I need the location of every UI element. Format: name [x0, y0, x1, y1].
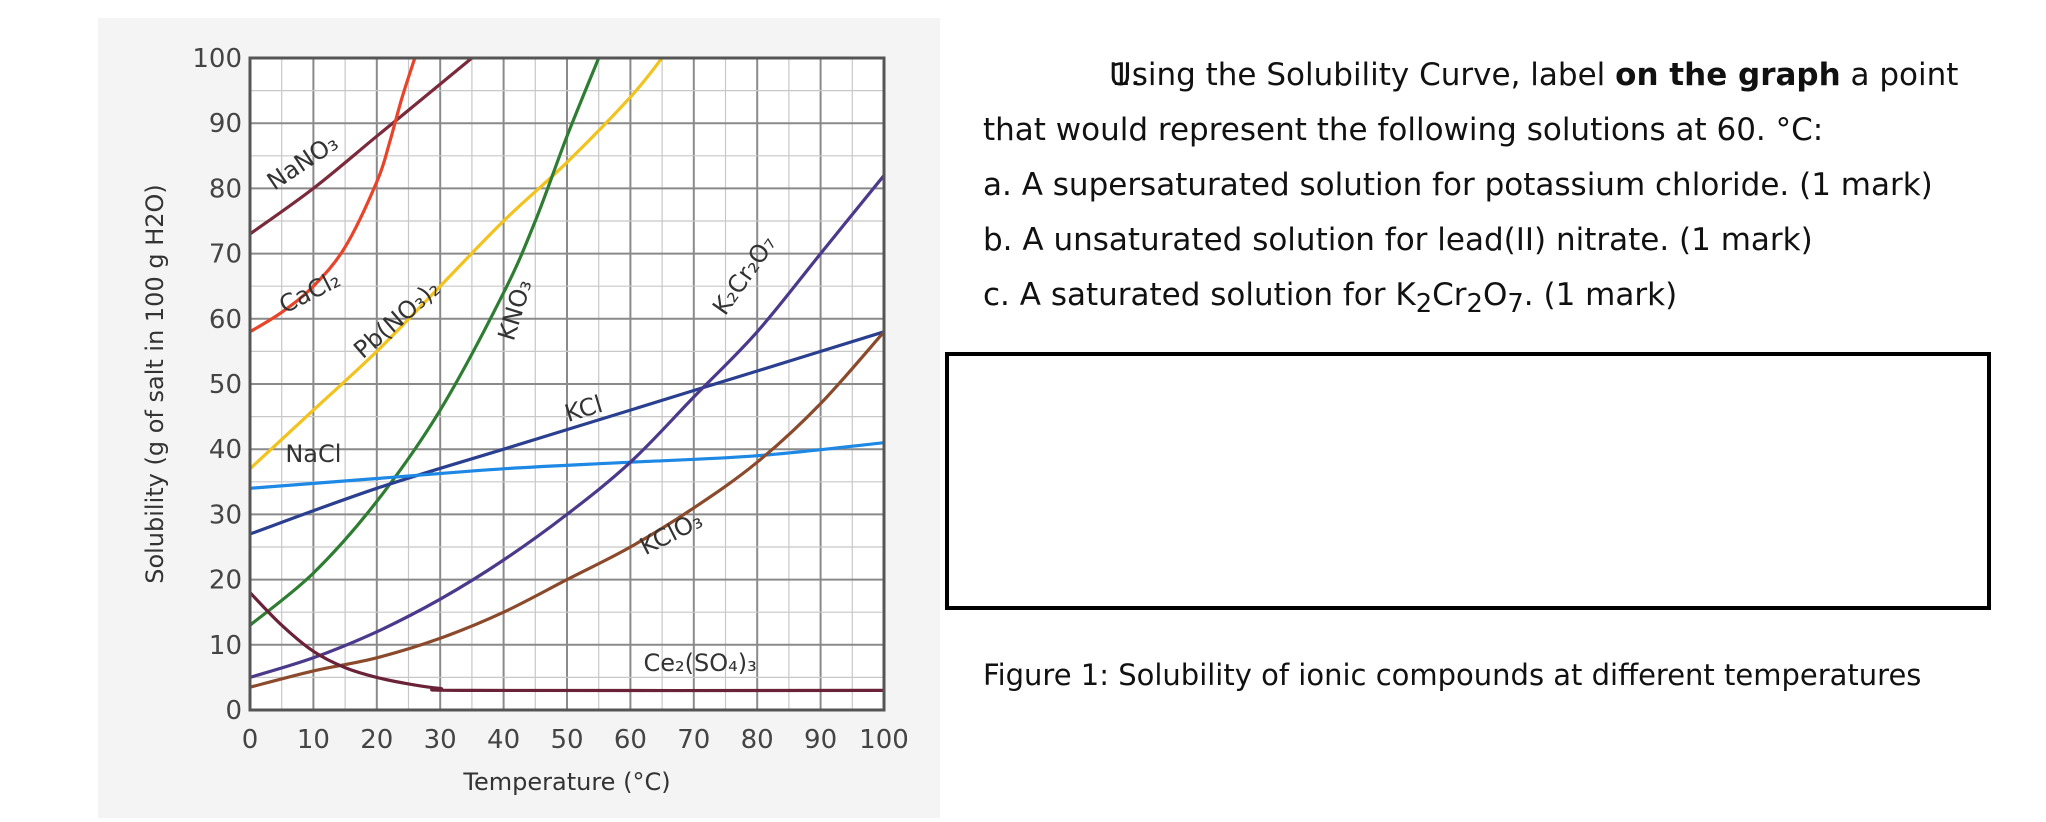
chart-series: [250, 58, 884, 693]
y-tick-label: 50: [209, 370, 242, 400]
series-line-cacl2: [250, 58, 417, 334]
y-axis-title: Solubility (g of salt in 100 g H2O): [141, 184, 169, 584]
y-tick-label: 100: [192, 44, 242, 74]
y-tick-label: 30: [209, 500, 242, 530]
y-tick-label: 40: [209, 435, 242, 465]
question-item-c-end: . (1 mark): [1523, 277, 1678, 313]
y-tick-label: 10: [209, 631, 242, 661]
x-tick-label: 30: [424, 725, 457, 755]
solubility-chart: 0 10 20 30 40 50 60 70 80 90 100 0 10 20 30 40 50 60 70 80 9…: [98, 18, 940, 818]
series-line-k2cr2o7: [250, 173, 884, 679]
x-tick-label: 0: [242, 725, 259, 755]
x-tick-label: 60: [614, 725, 647, 755]
y-tick-label: 70: [209, 240, 242, 270]
series-label: NaCl: [285, 440, 341, 468]
x-tick-label: 70: [677, 725, 710, 755]
question-block: 1.Using the Solubility Curve, label on t…: [983, 48, 2023, 332]
x-tick-label: 50: [550, 725, 583, 755]
figure-caption: Figure 1: Solubility of ionic compounds …: [983, 658, 1922, 692]
x-tick-label: 80: [741, 725, 774, 755]
series-line-kno3: [250, 58, 601, 627]
series-line-kclo3: [250, 330, 884, 689]
x-axis-title: Temperature (°C): [462, 768, 670, 796]
series-label: Ce₂(SO₄)₃: [644, 649, 757, 677]
series-line-nacl: [250, 441, 884, 490]
question-intro: Using the Solubility Curve, label: [1109, 57, 1616, 93]
series-line-pb-no3-2: [250, 58, 664, 471]
y-tick-label: 90: [209, 109, 242, 139]
answer-box[interactable]: [945, 352, 1991, 610]
y-tick-label: 60: [209, 305, 242, 335]
x-tick-label: 100: [859, 725, 909, 755]
question-item-b: b. A unsaturated solution for lead(II) n…: [983, 222, 1813, 258]
series-line-ce2-so4-3: [250, 591, 884, 693]
chart-axes: 0 10 20 30 40 50 60 70 80 90 100 0 10 20 30 40 50 60 70 80 9…: [192, 44, 908, 755]
question-item-c-start: c. A saturated solution for K: [983, 277, 1416, 313]
question-intro-bold: on the graph: [1615, 57, 1841, 93]
question-intro-end: a point: [1840, 57, 1959, 93]
question-item-a: a. A supersaturated solution for potassi…: [983, 167, 1933, 203]
y-tick-label: 80: [209, 174, 242, 204]
x-tick-label: 40: [487, 725, 520, 755]
question-line-1: 1.Using the Solubility Curve, label on t…: [983, 48, 2023, 103]
chart-canvas: 0 10 20 30 40 50 60 70 80 90 100 0 10 20 30 40 50 60 70 80 9…: [141, 44, 909, 796]
question-item-c: c. A saturated solution for K2Cr2O7. (1 …: [983, 277, 1678, 320]
question-number: 1.: [1111, 57, 1141, 93]
series-line-kcl: [250, 330, 884, 536]
question-line-2: that would represent the following solut…: [983, 112, 1824, 148]
chart-grid: [249, 57, 885, 711]
plot-frame: [248, 56, 886, 712]
y-tick-label: 20: [209, 566, 242, 596]
x-tick-label: 90: [804, 725, 837, 755]
y-tick-label: 0: [225, 696, 242, 726]
series-line-nano3: [250, 58, 474, 236]
x-tick-label: 20: [360, 725, 393, 755]
x-tick-label: 10: [297, 725, 330, 755]
